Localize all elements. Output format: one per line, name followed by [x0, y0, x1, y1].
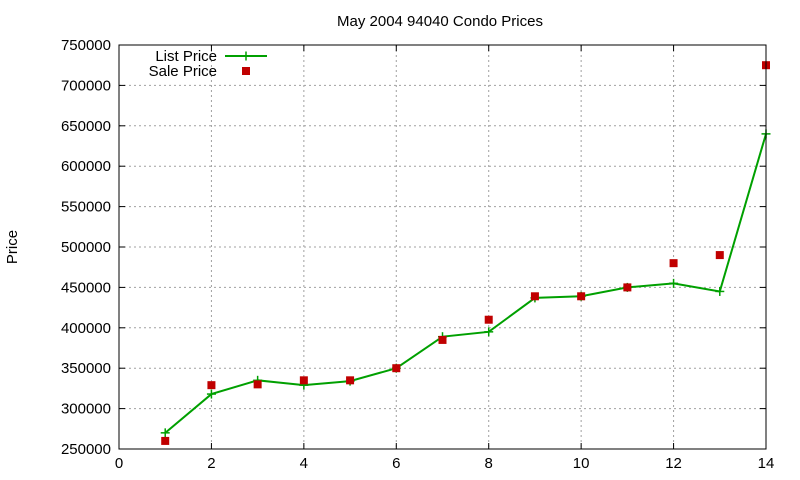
x-tick-label: 14: [758, 455, 775, 472]
tick-layer: 0 2 4 6 8 10 12 14 250000 300000 350000 400000 45000…: [61, 37, 774, 472]
list-price-point: [160, 428, 170, 438]
list-price-line: [164, 133, 767, 434]
grid-layer: [119, 45, 766, 449]
x-tick-label: 0: [115, 455, 123, 472]
y-axis-label: Price: [4, 230, 21, 264]
legend-marker-list-price: [241, 51, 251, 61]
sale-price-point: [253, 380, 262, 389]
y-tick-label: 750000: [61, 37, 111, 54]
sale-price-point: [438, 335, 447, 344]
x-tick-label: 2: [207, 455, 215, 472]
y-tick-label: 600000: [61, 158, 111, 175]
y-tick-label: 700000: [61, 77, 111, 94]
chart-title: May 2004 94040 Condo Prices: [337, 13, 543, 30]
legend-swatch-list-price: [225, 51, 267, 61]
sale-price-point: [715, 251, 724, 260]
y-tick-label: 350000: [61, 360, 111, 377]
sale-price-point: [207, 381, 216, 390]
list-price-point: [715, 286, 725, 296]
legend-marker-sale-price: [242, 67, 250, 75]
legend-swatch-sale-price: [242, 67, 250, 75]
list-price-point: [669, 278, 679, 288]
series-layer: [160, 61, 771, 445]
x-tick-label: 4: [300, 455, 308, 472]
x-tick-label: 6: [392, 455, 400, 472]
y-tick-label: 650000: [61, 118, 111, 135]
y-tick-label: 250000: [61, 441, 111, 458]
x-tick-label: 12: [665, 455, 682, 472]
plot-frame: [118, 44, 767, 450]
sale-price-point: [623, 283, 632, 292]
y-tick-label: 450000: [61, 279, 111, 296]
legend-label-sale-price: Sale Price: [149, 63, 217, 80]
sale-price-point: [669, 259, 678, 268]
sale-price-point: [530, 292, 539, 301]
sale-price-point: [392, 364, 401, 373]
x-tick-label: 10: [573, 455, 590, 472]
sale-price-point: [299, 376, 308, 385]
y-tick-label: 550000: [61, 199, 111, 216]
y-tick-label: 500000: [61, 239, 111, 256]
sale-price-point: [577, 292, 586, 301]
sale-price-point: [484, 315, 493, 324]
list-price-point: [206, 389, 216, 399]
sale-price-point: [161, 436, 170, 445]
legend-label-list-price: List Price: [155, 48, 217, 65]
y-tick-label: 400000: [61, 320, 111, 337]
list-price-point: [484, 327, 494, 337]
x-tick-label: 8: [485, 455, 493, 472]
y-tick-label: 300000: [61, 401, 111, 418]
sale-price-point: [346, 376, 355, 385]
legend: List Price Sale Price: [149, 48, 267, 80]
